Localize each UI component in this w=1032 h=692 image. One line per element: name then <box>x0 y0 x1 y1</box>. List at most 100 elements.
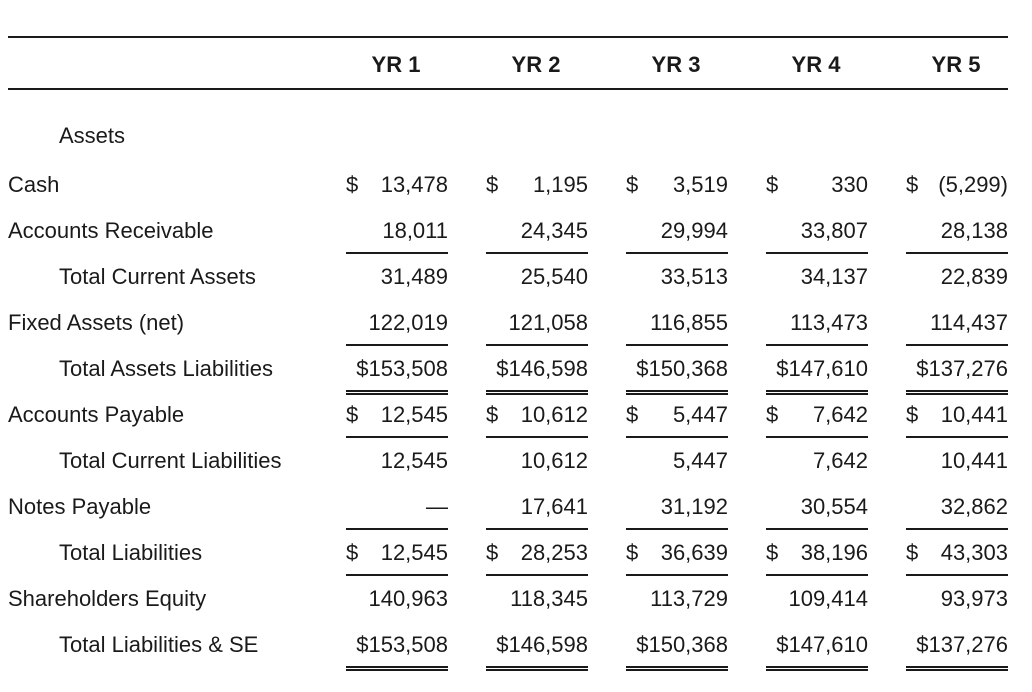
table-row: Cash $13,478 $1,195 $3,519 $330 $ (5,299) <box>0 166 1032 212</box>
cell-yr2: 17,641 <box>486 488 588 530</box>
cell-yr1: 18,011 <box>346 212 448 254</box>
cell-yr4: 113,473 <box>766 304 868 346</box>
amount-value: 118,345 <box>510 586 588 611</box>
currency-symbol: $ <box>766 540 779 565</box>
cell-yr5: 28,138 <box>906 212 1008 254</box>
cell-yr4: $38,196 <box>766 534 868 576</box>
amount-value: 116,855 <box>650 310 728 335</box>
table-top-rule <box>8 36 1008 38</box>
amount-value: 113,473 <box>790 310 868 335</box>
row-label: Accounts Receivable <box>8 218 214 243</box>
cell-yr4: 7,642 <box>766 442 868 482</box>
currency-symbol: $ <box>766 172 779 197</box>
amount-value: 7,642 <box>812 402 868 427</box>
cell-yr4: $7,642 <box>766 396 868 438</box>
cell-yr1: $13,478 <box>346 166 448 206</box>
cell-yr3: $150,368 <box>626 350 728 395</box>
amount-value: 330 <box>831 172 868 197</box>
amount-value: 109,414 <box>788 586 868 611</box>
cell-yr3: 29,994 <box>626 212 728 254</box>
cell-yr2: 118,345 <box>486 580 588 620</box>
currency-symbol: $ <box>906 172 919 197</box>
currency-symbol: $ <box>346 540 359 565</box>
amount-value: 12,545 <box>380 448 448 473</box>
currency-symbol: $ <box>626 402 639 427</box>
amount-value: 93,973 <box>940 586 1008 611</box>
cell-yr4: $330 <box>766 166 868 206</box>
amount-value: 122,019 <box>368 310 448 335</box>
cell-yr1: — <box>346 488 448 530</box>
table-row: Notes Payable — 17,641 31,192 30,554 32,862 <box>0 488 1032 534</box>
amount-value: 114,437 <box>930 310 1008 335</box>
currency-symbol: $ <box>906 540 919 565</box>
amount-value: 33,513 <box>660 264 728 289</box>
cell-yr3: 116,855 <box>626 304 728 346</box>
row-label: Shareholders Equity <box>8 586 207 611</box>
table-row: Total Liabilities & SE $153,508 $146,598 $1… <box>0 626 1032 672</box>
cell-yr4: 34,137 <box>766 258 868 298</box>
row-label: Total Liabilities <box>59 540 203 565</box>
cell-yr1: $153,508 <box>346 350 448 395</box>
amount-value: 17,641 <box>520 494 588 519</box>
cell-yr1: 31,489 <box>346 258 448 298</box>
amount-value: 140,963 <box>368 586 448 611</box>
cell-yr2: 24,345 <box>486 212 588 254</box>
cell-yr1: $153,508 <box>346 626 448 671</box>
amount-value: 113,729 <box>650 586 728 611</box>
amount-value: 12,545 <box>380 540 448 565</box>
amount-value: $146,598 <box>496 632 588 657</box>
currency-symbol: $ <box>486 172 499 197</box>
amount-value: $153,508 <box>356 632 448 657</box>
amount-value: (5,299) <box>938 172 1008 197</box>
row-label: Accounts Payable <box>8 402 185 427</box>
cell-yr2: $10,612 <box>486 396 588 438</box>
amount-value: 5,447 <box>672 402 728 427</box>
cell-yr4: $147,610 <box>766 350 868 395</box>
cell-yr2: $28,253 <box>486 534 588 576</box>
cell-yr3: 5,447 <box>626 442 728 482</box>
amount-value: 13,478 <box>380 172 448 197</box>
row-label: Total Current Assets <box>59 264 256 289</box>
cell-yr2: $1,195 <box>486 166 588 206</box>
amount-value: 31,489 <box>380 264 448 289</box>
table-row: Total Liabilities $12,545 $28,253 $36,639 $3… <box>0 534 1032 580</box>
row-label: Total Current Liabilities <box>59 448 282 473</box>
amount-value: 10,612 <box>520 402 588 427</box>
row-label: Fixed Assets (net) <box>8 310 185 335</box>
cell-yr1: $12,545 <box>346 534 448 576</box>
amount-value: 43,303 <box>940 540 1008 565</box>
amount-value: — <box>426 494 448 519</box>
amount-value: 22,839 <box>940 264 1008 289</box>
section-label-assets: Assets <box>59 123 126 148</box>
cell-yr3: 113,729 <box>626 580 728 620</box>
currency-symbol: $ <box>486 540 499 565</box>
amount-value: $137,276 <box>916 632 1008 657</box>
amount-value: 31,192 <box>660 494 728 519</box>
amount-value: 10,441 <box>940 448 1008 473</box>
cell-yr5: $137,276 <box>906 626 1008 671</box>
row-label: Notes Payable <box>8 494 152 519</box>
cell-yr5: 10,441 <box>906 442 1008 482</box>
amount-value: 38,196 <box>800 540 868 565</box>
table-row: Total Assets Liabilities $153,508 $146,598… <box>0 350 1032 396</box>
amount-value: 3,519 <box>672 172 728 197</box>
currency-symbol: $ <box>906 402 919 427</box>
currency-symbol: $ <box>346 402 359 427</box>
cell-yr1: $12,545 <box>346 396 448 438</box>
cell-yr4: 30,554 <box>766 488 868 530</box>
cell-yr3: $3,519 <box>626 166 728 206</box>
table-row: Accounts Receivable 18,011 24,345 29,994 33,… <box>0 212 1032 258</box>
cell-yr5: $137,276 <box>906 350 1008 395</box>
cell-yr3: $36,639 <box>626 534 728 576</box>
currency-symbol: $ <box>486 402 499 427</box>
row-label: Cash <box>8 172 60 197</box>
amount-value: 34,137 <box>800 264 868 289</box>
cell-yr4: 109,414 <box>766 580 868 620</box>
amount-value: 25,540 <box>520 264 588 289</box>
amount-value: 36,639 <box>660 540 728 565</box>
cell-yr2: $146,598 <box>486 626 588 671</box>
amount-value: $153,508 <box>356 356 448 381</box>
table-row: Total Current Liabilities 12,545 10,612 5,4… <box>0 442 1032 488</box>
cell-yr5: $10,441 <box>906 396 1008 438</box>
cell-yr3: 33,513 <box>626 258 728 298</box>
